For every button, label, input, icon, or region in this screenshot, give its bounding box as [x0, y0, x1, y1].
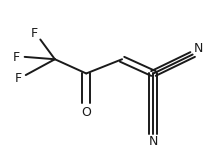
Text: N: N: [149, 135, 158, 148]
Text: O: O: [81, 106, 91, 119]
Text: F: F: [14, 72, 22, 85]
Text: F: F: [31, 27, 38, 40]
Text: N: N: [194, 42, 203, 55]
Text: F: F: [13, 51, 20, 64]
